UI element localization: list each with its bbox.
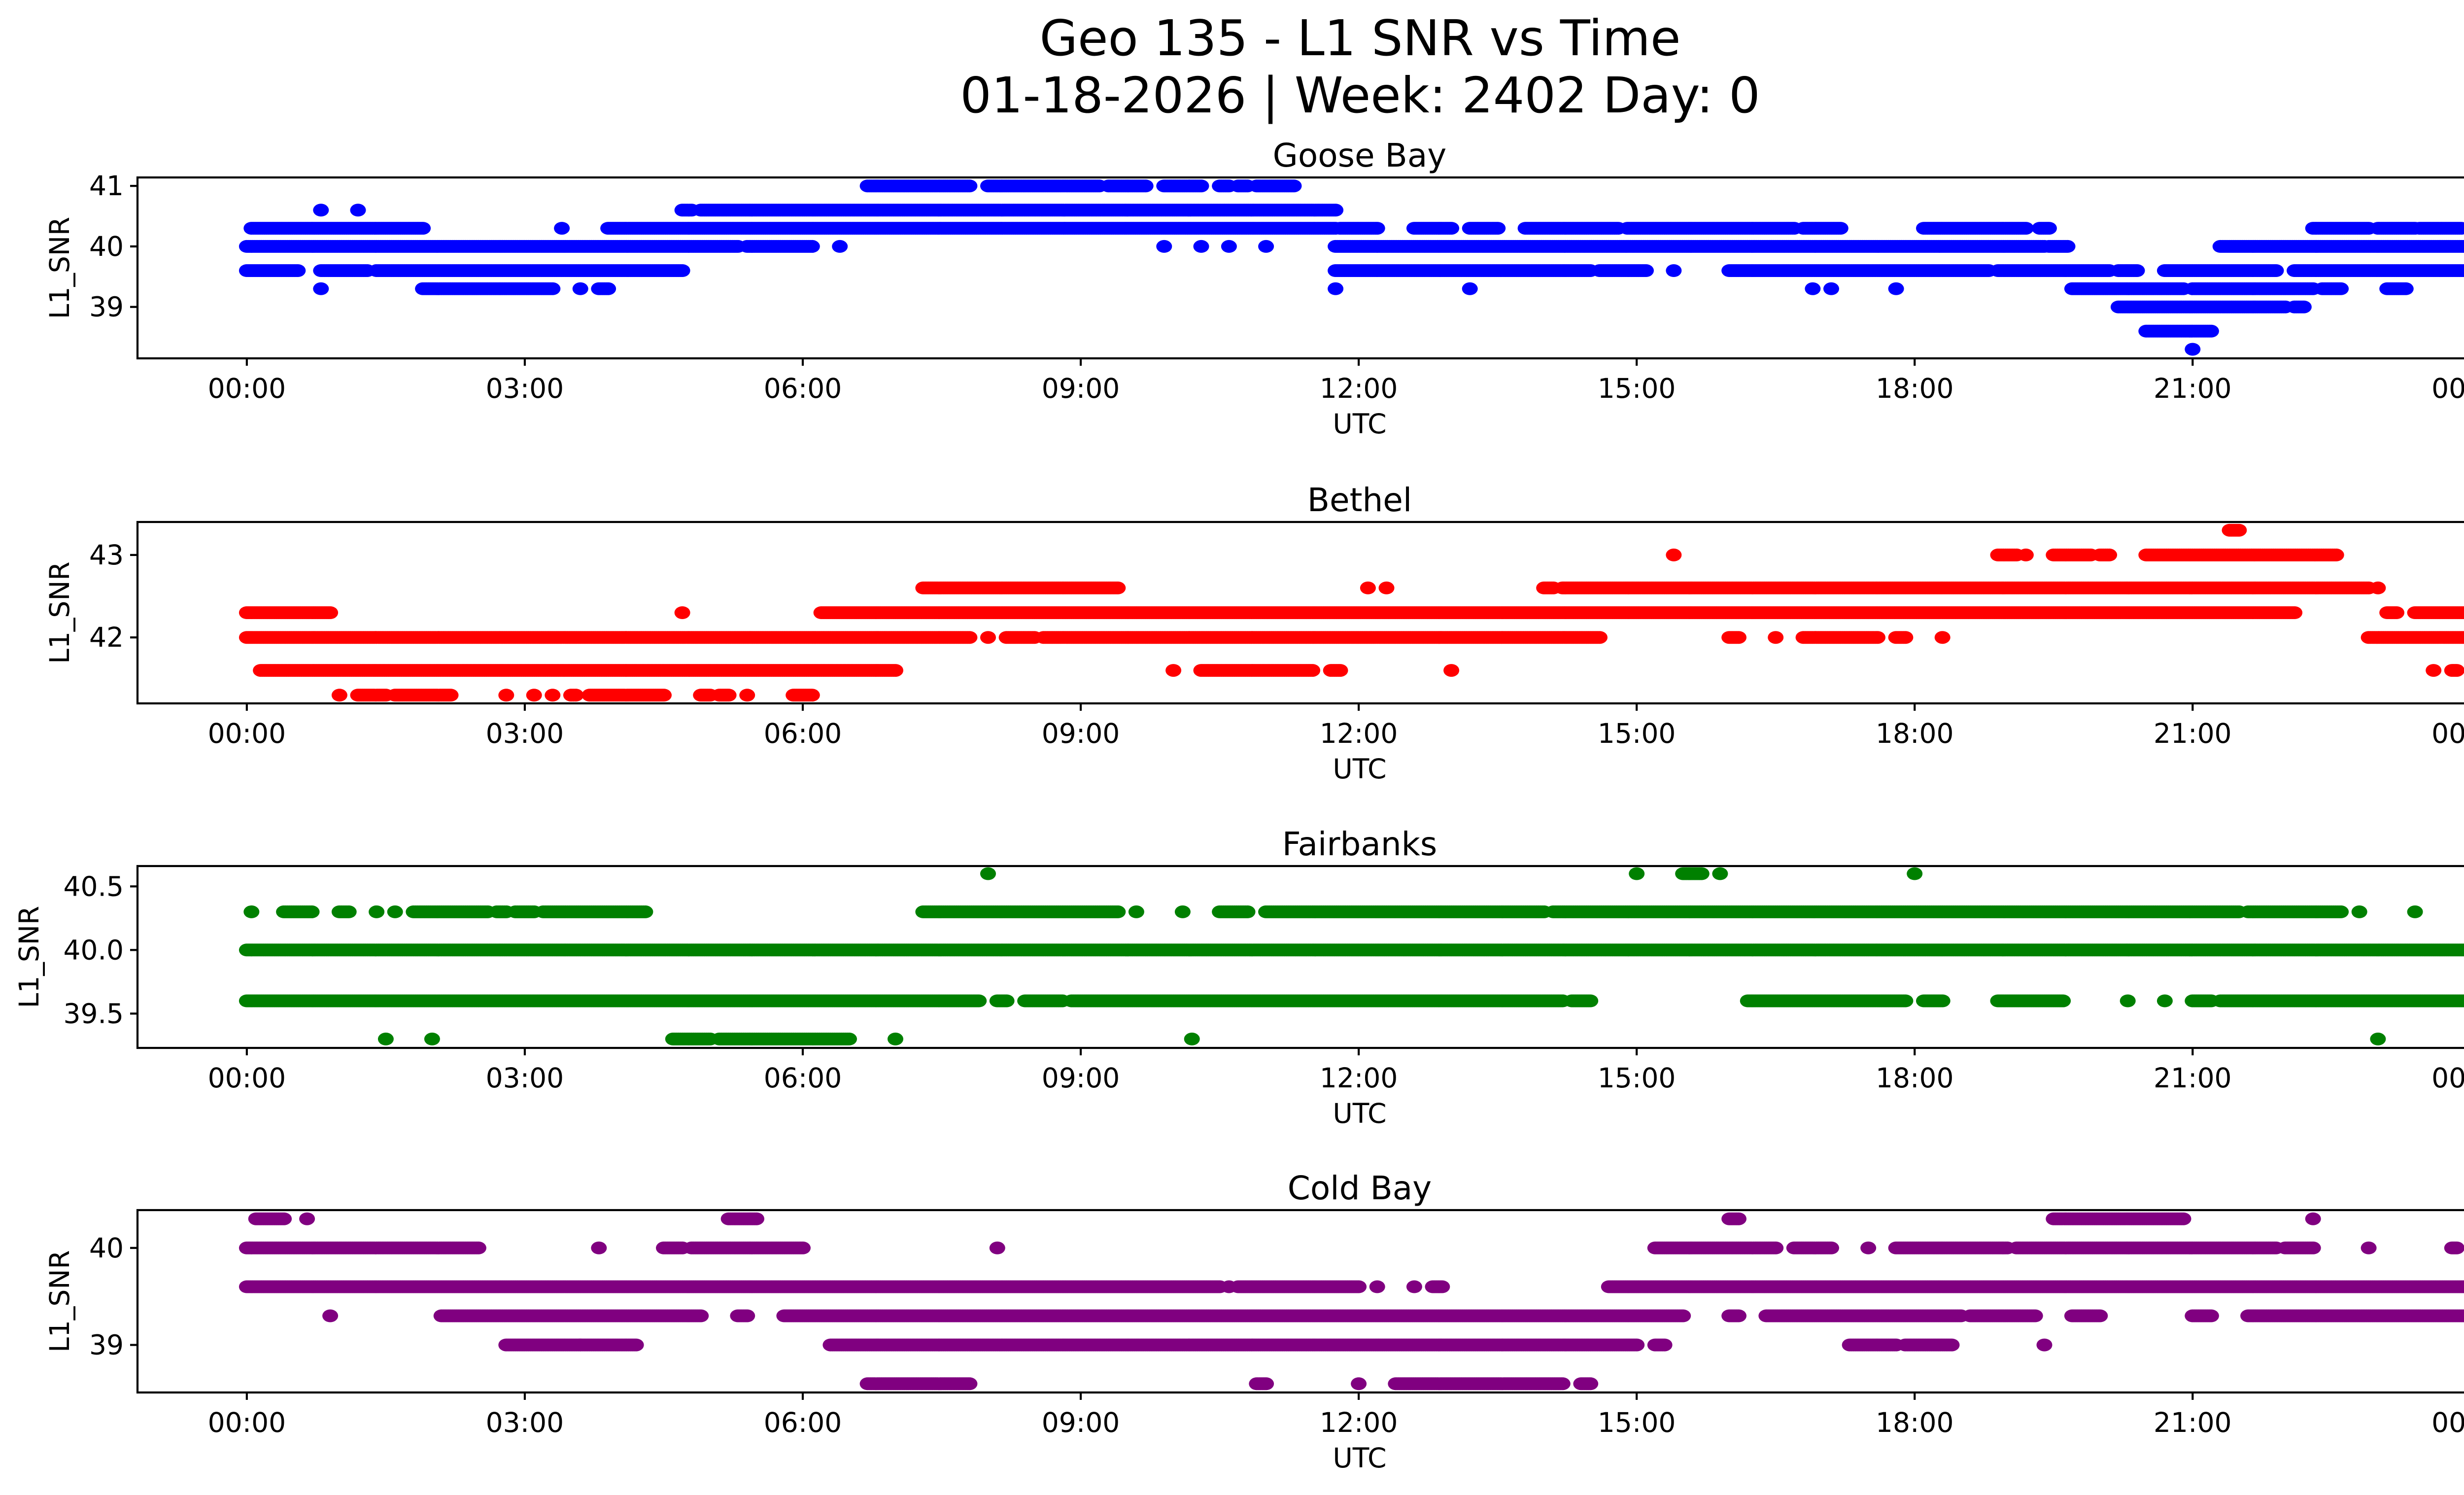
data-point xyxy=(2287,606,2303,619)
data-point xyxy=(2461,241,2464,252)
data-point xyxy=(545,282,561,295)
data-point xyxy=(1638,264,1654,277)
data-point xyxy=(2463,225,2464,232)
data-point xyxy=(1443,222,1460,235)
data-point xyxy=(313,204,329,217)
data-point xyxy=(1369,222,1385,235)
data-point xyxy=(600,282,616,295)
data-point xyxy=(322,606,339,619)
x-tick-label: 03:00 xyxy=(486,373,564,404)
subplots: Goose Bay 00:00 03:00 06:00 09:00 12:00 15:00 1… xyxy=(13,137,2464,1474)
data-point xyxy=(2463,243,2464,250)
data-point xyxy=(1666,264,1682,277)
data-point xyxy=(572,282,588,295)
y-axis-label: L1_SNR xyxy=(44,217,75,319)
data-point xyxy=(1193,179,1209,193)
data-point xyxy=(804,240,820,253)
data-point xyxy=(1823,282,1839,295)
data-point xyxy=(1462,282,1478,295)
chart-title: Geo 135 - L1 SNR vs Time xyxy=(1040,9,1681,67)
data-point xyxy=(1360,581,1376,594)
data-point xyxy=(2018,222,2034,235)
x-tick-label: 09:00 xyxy=(1042,373,1120,404)
data-point xyxy=(2333,282,2349,295)
data-point xyxy=(1137,179,1154,193)
data-point xyxy=(2268,264,2284,277)
data-point xyxy=(2328,548,2344,561)
subplot-title: Bethel xyxy=(1307,481,1412,519)
x-axis-label: UTC xyxy=(1333,408,1386,440)
data-point xyxy=(415,222,431,235)
y-tick-label: 41 xyxy=(89,170,124,202)
subplot-title: Goose Bay xyxy=(1273,137,1447,174)
x-tick-label: 00:00 xyxy=(2431,373,2464,404)
data-point xyxy=(1832,222,1848,235)
x-tick-label: 15:00 xyxy=(1598,373,1676,404)
data-point xyxy=(2185,343,2201,356)
data-point xyxy=(2018,548,2034,561)
data-point xyxy=(2463,267,2464,275)
scatter-series xyxy=(239,523,2464,702)
data-point xyxy=(1666,548,1682,561)
data-point xyxy=(2059,240,2076,253)
data-point xyxy=(1888,282,1904,295)
data-point xyxy=(674,264,690,277)
data-point xyxy=(2463,609,2464,617)
scatter-series xyxy=(239,179,2464,356)
data-point xyxy=(1805,282,1821,295)
data-point xyxy=(2129,264,2145,277)
data-point xyxy=(1328,282,1344,295)
data-point xyxy=(2101,548,2118,561)
data-point xyxy=(2203,324,2219,338)
x-tick-label: 12:00 xyxy=(1320,373,1398,404)
data-point xyxy=(2461,265,2464,276)
data-point xyxy=(2453,222,2464,235)
y-tick-label: 40 xyxy=(89,231,124,262)
data-point xyxy=(313,282,329,295)
data-point xyxy=(1328,204,1344,217)
chart-subtitle: 01-18-2026 | Week: 2402 Day: 0 xyxy=(960,67,1760,124)
data-point xyxy=(1156,240,1172,253)
x-tick-label: 00:00 xyxy=(208,373,286,404)
subplot-goose-bay: Goose Bay 00:00 03:00 06:00 09:00 12:00 15:00 1… xyxy=(44,137,2464,440)
data-point xyxy=(1378,581,1395,594)
data-point xyxy=(2397,282,2414,295)
data-point xyxy=(961,179,978,193)
data-point xyxy=(674,606,690,619)
data-point xyxy=(1490,222,1506,235)
data-point xyxy=(1286,179,1302,193)
x-tick-label: 21:00 xyxy=(2154,373,2232,404)
data-point xyxy=(1221,240,1237,253)
data-point xyxy=(1110,581,1126,594)
data-point xyxy=(1258,240,1274,253)
x-tick-label: 18:00 xyxy=(1876,373,1954,404)
data-point xyxy=(2041,222,2057,235)
data-point xyxy=(2370,581,2386,594)
data-point xyxy=(350,204,366,217)
data-point xyxy=(2295,300,2312,313)
data-point xyxy=(290,264,306,277)
data-point xyxy=(2389,606,2404,619)
data-point xyxy=(2461,607,2464,618)
data-point xyxy=(1193,240,1209,253)
data-point xyxy=(554,222,570,235)
y-tick-label: 39 xyxy=(89,291,124,323)
x-tick-label: 06:00 xyxy=(764,373,842,404)
data-point xyxy=(2231,523,2247,537)
data-point xyxy=(832,240,848,253)
